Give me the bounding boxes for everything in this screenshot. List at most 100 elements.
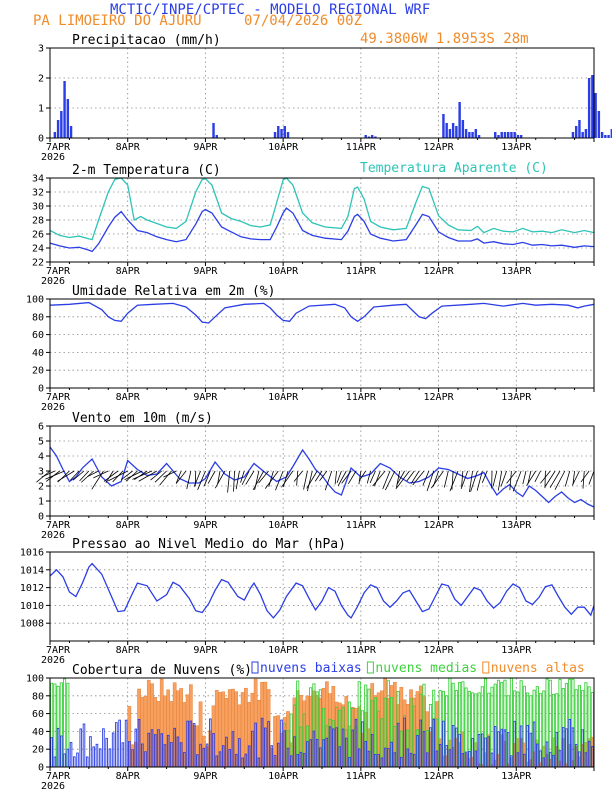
x-tick-label: 9APR: [193, 392, 218, 403]
wind-vector: [264, 470, 279, 489]
cloud-low-bar: [477, 734, 481, 768]
wind-vector: [93, 470, 109, 479]
precip-bar: [367, 136, 371, 138]
wind-vector: [268, 470, 274, 487]
y-tick-label: 0: [38, 384, 44, 395]
wind-vector: [406, 470, 415, 482]
wind-vector: [319, 470, 328, 482]
precip-bar: [448, 129, 452, 138]
wind-vector: [497, 470, 503, 491]
precip-bar: [594, 93, 597, 138]
x-tick-label: 11APR: [346, 266, 377, 277]
precip-bar: [364, 135, 367, 138]
cloud-low-bar: [73, 756, 76, 768]
wind-vector: [252, 470, 265, 490]
wind-vector: [372, 470, 386, 487]
series-line: [49, 207, 595, 253]
legend-swatch: [482, 661, 490, 674]
panel-title: Pressao ao Nivel Medio do Mar (hPa): [72, 537, 346, 552]
wind-vector: [197, 470, 206, 490]
precip-bar: [445, 123, 448, 138]
y-tick-label: 1014: [20, 565, 44, 576]
wind-vector: [282, 470, 289, 488]
x-tick-label: 12APR: [424, 520, 455, 531]
panel-pres: 1008 1010 1012 1014 1016 7APR 8APR 9APR 10APR 11A…: [20, 537, 595, 666]
y-tick-label: 34: [32, 174, 44, 185]
wind-vector: [449, 470, 459, 492]
precip-bar: [286, 132, 290, 138]
wind-vector: [132, 470, 153, 480]
wind-vector: [334, 470, 337, 485]
wind-vector: [296, 470, 299, 486]
y-tick-label: 4: [38, 452, 44, 463]
wind-vector: [336, 470, 342, 483]
x-tick-label: 11APR: [346, 520, 377, 531]
legend-label: nuvens medias: [375, 661, 477, 676]
wind-vector: [358, 470, 362, 485]
wind-vector: [540, 470, 551, 484]
wind-vector: [506, 470, 517, 484]
wind-vector: [175, 470, 187, 484]
x-tick-label: 10APR: [268, 142, 299, 153]
x-tick-label: 8APR: [116, 142, 141, 153]
precip-bar: [607, 135, 610, 138]
precip-bar: [280, 129, 283, 138]
x-year-label: 2026: [41, 781, 65, 792]
panel-title: Umidade Relativa em 2m (%): [72, 284, 276, 299]
precip-bar: [69, 126, 73, 138]
y-tick-label: 24: [32, 244, 44, 255]
wind-vector: [374, 470, 381, 487]
wind-vector: [79, 470, 90, 482]
x-tick-label: 11APR: [346, 392, 377, 403]
y-tick-label: 1: [38, 104, 44, 115]
wind-vector: [366, 470, 371, 484]
wind-vector: [240, 470, 245, 483]
cloud-low-bar: [481, 733, 484, 768]
wind-vector: [138, 470, 158, 482]
panel-title: Vento em 10m (m/s): [72, 411, 213, 426]
precip-bar: [600, 132, 604, 138]
wind-vector: [207, 470, 216, 484]
panel-wind: 0 1 2 3 4 5 6 7APR 8APR 9APR 10APR 11APR 12APR 13APR 2…: [36, 411, 595, 541]
y-tick-label: 2: [38, 482, 44, 493]
precip-bar: [519, 135, 523, 138]
x-tick-label: 9APR: [193, 520, 218, 531]
panel-title: 2-m Temperatura (C): [72, 163, 221, 178]
wind-vector: [293, 470, 303, 482]
y-tick-label: 0: [38, 763, 44, 774]
wind-vector: [175, 470, 182, 484]
wind-vector: [500, 470, 507, 487]
wind-vector: [275, 470, 284, 491]
wind-vector: [396, 470, 410, 488]
legend-swatch: [251, 661, 259, 674]
precip-bar: [283, 126, 286, 138]
x-tick-label: 10APR: [268, 392, 299, 403]
cloud-low-bar: [92, 746, 95, 768]
wind-vector: [87, 470, 99, 478]
x-tick-label: 10APR: [268, 520, 299, 531]
x-tick-label: 12APR: [424, 142, 455, 153]
cloud-low-bar: [115, 722, 118, 768]
x-tick-label: 8APR: [116, 392, 141, 403]
wind-vector: [307, 470, 313, 492]
header-location: PA LIMOEIRO DO AJURU: [33, 13, 202, 29]
x-tick-label: 11APR: [346, 645, 377, 656]
y-tick-label: 26: [32, 230, 44, 241]
precip-bar: [571, 132, 575, 138]
panel-frame: [49, 298, 595, 389]
precip-bar: [277, 126, 280, 138]
wind-vector: [492, 470, 498, 487]
x-tick-label: 7APR: [46, 142, 71, 153]
cloud-mid-bar: [509, 677, 513, 768]
precip-bar: [477, 135, 481, 138]
wind-vector: [549, 470, 561, 488]
cloud-low-bar: [98, 748, 102, 768]
y-tick-label: 80: [32, 312, 44, 323]
cloud-high-bar: [257, 700, 261, 768]
wind-vector: [134, 470, 148, 481]
wind-vector: [396, 470, 405, 485]
wind-vector: [341, 470, 352, 484]
series-line: [49, 562, 595, 619]
x-year-label: 2026: [41, 655, 65, 666]
